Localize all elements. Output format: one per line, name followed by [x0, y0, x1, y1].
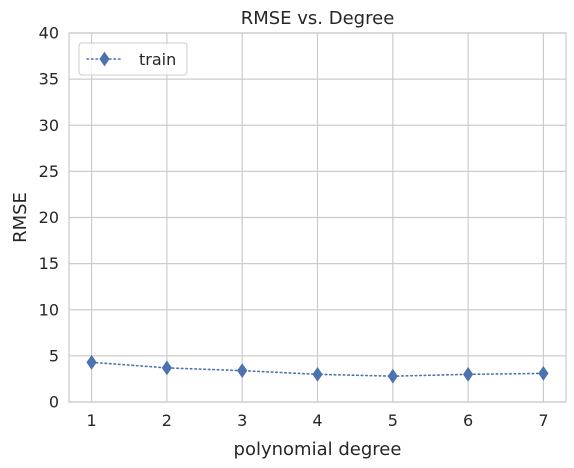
- x-tick-label-1: 1: [86, 411, 96, 430]
- data-point-train-3: [237, 363, 248, 379]
- data-point-train-1: [86, 354, 97, 370]
- x-axis-label: polynomial degree: [234, 439, 402, 460]
- legend-box: [78, 42, 188, 76]
- x-tick-label-7: 7: [538, 411, 548, 430]
- y-tick-label-25: 25: [39, 162, 59, 181]
- data-point-train-4: [312, 366, 323, 382]
- data-point-train-6: [462, 366, 474, 382]
- x-tick-label-5: 5: [388, 411, 398, 430]
- x-tick-label-2: 2: [162, 411, 172, 430]
- chart-title: RMSE vs. Degree: [241, 8, 395, 29]
- y-tick-label-30: 30: [39, 116, 59, 135]
- y-tick-label-35: 35: [39, 70, 59, 89]
- x-tick-label-3: 3: [237, 411, 247, 430]
- y-tick-label-0: 0: [49, 393, 59, 412]
- y-tick-label-40: 40: [39, 24, 59, 43]
- y-axis-label: RMSE: [10, 192, 31, 243]
- data-point-train-5: [387, 368, 398, 384]
- legend-marker-diamond: [99, 51, 110, 67]
- y-tick-label-15: 15: [39, 254, 59, 273]
- x-tick-label-6: 6: [463, 411, 473, 430]
- legend-label-train: train: [139, 50, 176, 69]
- data-point-train-7: [538, 366, 549, 381]
- data-point-train-2: [161, 360, 173, 376]
- x-tick-label-4: 4: [312, 411, 322, 430]
- y-tick-label-20: 20: [39, 208, 59, 227]
- y-tick-label-10: 10: [39, 300, 59, 319]
- tick-labels: 1 2 3 4 5 6 7 0 5 10 15 20 25 30 35 40: [39, 24, 549, 431]
- series-layer: [86, 354, 549, 384]
- plot-frame: [68, 32, 567, 403]
- y-tick-label-5: 5: [49, 346, 59, 365]
- legend: train: [78, 42, 188, 76]
